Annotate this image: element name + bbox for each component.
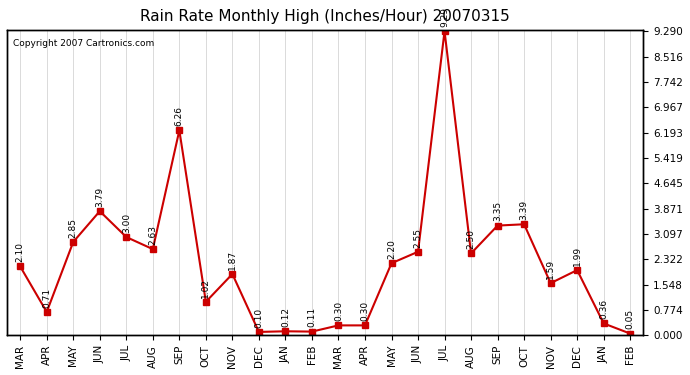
Text: 0.10: 0.10 bbox=[255, 308, 264, 328]
Text: 0.30: 0.30 bbox=[334, 301, 343, 321]
Text: 3.00: 3.00 bbox=[122, 213, 131, 233]
Text: 0.36: 0.36 bbox=[599, 299, 608, 319]
Text: 2.63: 2.63 bbox=[148, 225, 157, 245]
Text: 2.20: 2.20 bbox=[387, 239, 396, 259]
Text: 0.11: 0.11 bbox=[308, 308, 317, 327]
Text: 3.39: 3.39 bbox=[520, 200, 529, 220]
Title: Rain Rate Monthly High (Inches/Hour) 20070315: Rain Rate Monthly High (Inches/Hour) 200… bbox=[140, 9, 510, 24]
Text: 1.87: 1.87 bbox=[228, 250, 237, 270]
Text: Copyright 2007 Cartronics.com: Copyright 2007 Cartronics.com bbox=[13, 39, 155, 48]
Text: 1.59: 1.59 bbox=[546, 259, 555, 279]
Text: 3.79: 3.79 bbox=[95, 187, 104, 207]
Text: 2.85: 2.85 bbox=[69, 218, 78, 238]
Text: 0.05: 0.05 bbox=[626, 309, 635, 329]
Text: 2.55: 2.55 bbox=[413, 228, 422, 248]
Text: 3.35: 3.35 bbox=[493, 201, 502, 221]
Text: 2.50: 2.50 bbox=[466, 229, 475, 249]
Text: 0.12: 0.12 bbox=[281, 307, 290, 327]
Text: 1.99: 1.99 bbox=[573, 246, 582, 266]
Text: 9.29: 9.29 bbox=[440, 7, 449, 27]
Text: 1.02: 1.02 bbox=[201, 278, 210, 298]
Text: 6.26: 6.26 bbox=[175, 106, 184, 126]
Text: 0.30: 0.30 bbox=[360, 301, 369, 321]
Text: 2.10: 2.10 bbox=[16, 242, 25, 262]
Text: 0.71: 0.71 bbox=[42, 288, 51, 308]
